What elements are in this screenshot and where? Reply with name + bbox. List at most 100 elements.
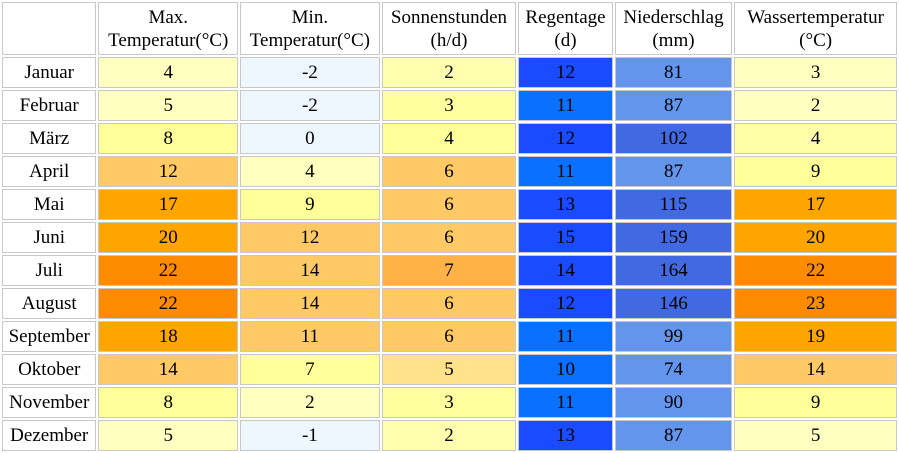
table-row: August 22 14 6 12 146 23 [2, 288, 897, 319]
rain-days-cell: 11 [518, 90, 613, 121]
min-temperature-cell: -2 [240, 57, 380, 88]
max-temperature-cell: 5 [98, 420, 239, 451]
max-temperature-cell: 4 [98, 57, 239, 88]
rain-days-cell: 13 [518, 420, 613, 451]
water-temperature-cell: 17 [734, 189, 897, 220]
water-temperature-cell: 22 [734, 255, 897, 286]
month-label: Juli [2, 255, 97, 286]
min-temperature-cell: 0 [240, 123, 380, 154]
table-row: Juni 20 12 6 15 159 20 [2, 222, 897, 253]
sunshine-hours-cell: 5 [381, 354, 517, 385]
sunshine-hours-cell: 2 [381, 57, 517, 88]
water-temperature-cell: 9 [734, 156, 897, 187]
table-header: Max. Temperatur(°C) Min. Temperatur(°C) … [2, 2, 897, 55]
min-temperature-cell: 12 [240, 222, 380, 253]
min-temperature-cell: 2 [240, 387, 380, 418]
table-row: Februar 5 -2 3 11 87 2 [2, 90, 897, 121]
max-temperature-cell: 18 [98, 321, 239, 352]
header-line-2: Temperatur(°C) [108, 29, 229, 51]
month-label: März [2, 123, 97, 154]
precipitation-cell: 159 [614, 222, 733, 253]
rain-days-cell: 11 [518, 387, 613, 418]
sunshine-hours-cell: 3 [381, 387, 517, 418]
water-temperature-cell: 3 [734, 57, 897, 88]
sunshine-hours-cell: 6 [381, 189, 517, 220]
header-precipitation: Niederschlag (mm) [614, 2, 733, 55]
table-row: Juli 22 14 7 14 164 22 [2, 255, 897, 286]
header-sunshine-hours: Sonnenstunden (h/d) [381, 2, 517, 55]
water-temperature-cell: 23 [734, 288, 897, 319]
header-rain-days: Regentage (d) [518, 2, 613, 55]
header-line-1: Max. [148, 6, 189, 28]
precipitation-cell: 87 [614, 156, 733, 187]
table-row: September 18 11 6 11 99 19 [2, 321, 897, 352]
min-temperature-cell: 4 [240, 156, 380, 187]
header-line-1: Regentage [525, 6, 606, 28]
sunshine-hours-cell: 6 [381, 222, 517, 253]
rain-days-cell: 12 [518, 288, 613, 319]
table-row: Januar 4 -2 2 12 81 3 [2, 57, 897, 88]
max-temperature-cell: 8 [98, 123, 239, 154]
rain-days-cell: 11 [518, 321, 613, 352]
min-temperature-cell: -2 [240, 90, 380, 121]
min-temperature-cell: 14 [240, 255, 380, 286]
table-row: Dezember 5 -1 2 13 87 5 [2, 420, 897, 451]
month-label: November [2, 387, 97, 418]
min-temperature-cell: 14 [240, 288, 380, 319]
month-label: Oktober [2, 354, 97, 385]
header-line-2: (d) [554, 29, 577, 51]
table-body: Januar 4 -2 2 12 81 3 Februar 5 -2 3 11 87 2 März 8 0 4 12… [2, 57, 897, 451]
sunshine-hours-cell: 6 [381, 156, 517, 187]
water-temperature-cell: 19 [734, 321, 897, 352]
water-temperature-cell: 14 [734, 354, 897, 385]
month-label: Dezember [2, 420, 97, 451]
precipitation-cell: 164 [614, 255, 733, 286]
max-temperature-cell: 20 [98, 222, 239, 253]
table-row: April 12 4 6 11 87 9 [2, 156, 897, 187]
max-temperature-cell: 8 [98, 387, 239, 418]
rain-days-cell: 14 [518, 255, 613, 286]
water-temperature-cell: 9 [734, 387, 897, 418]
month-label: Januar [2, 57, 97, 88]
rain-days-cell: 12 [518, 123, 613, 154]
month-label: September [2, 321, 97, 352]
header-max-temperature: Max. Temperatur(°C) [98, 2, 239, 55]
rain-days-cell: 10 [518, 354, 613, 385]
header-line-2: (°C) [799, 29, 833, 51]
max-temperature-cell: 22 [98, 288, 239, 319]
header-line-2: (h/d) [430, 29, 468, 51]
rain-days-cell: 13 [518, 189, 613, 220]
table-row: Mai 17 9 6 13 115 17 [2, 189, 897, 220]
header-line-2: (mm) [652, 29, 695, 51]
sunshine-hours-cell: 3 [381, 90, 517, 121]
header-water-temperature: Wassertemperatur (°C) [734, 2, 897, 55]
month-label: Juni [2, 222, 97, 253]
max-temperature-cell: 22 [98, 255, 239, 286]
header-line-1: Sonnenstunden [390, 6, 508, 28]
water-temperature-cell: 20 [734, 222, 897, 253]
precipitation-cell: 74 [614, 354, 733, 385]
precipitation-cell: 87 [614, 420, 733, 451]
header-line-1: Niederschlag [623, 6, 724, 28]
table-row: Oktober 14 7 5 10 74 14 [2, 354, 897, 385]
header-row: Max. Temperatur(°C) Min. Temperatur(°C) … [2, 2, 897, 55]
min-temperature-cell: 11 [240, 321, 380, 352]
sunshine-hours-cell: 2 [381, 420, 517, 451]
sunshine-hours-cell: 7 [381, 255, 517, 286]
rain-days-cell: 15 [518, 222, 613, 253]
sunshine-hours-cell: 6 [381, 321, 517, 352]
header-line-2: Temperatur(°C) [249, 29, 370, 51]
month-label: Februar [2, 90, 97, 121]
month-label: April [2, 156, 97, 187]
header-line-1: Min. [291, 6, 329, 28]
water-temperature-cell: 2 [734, 90, 897, 121]
header-line-1: Wassertemperatur [747, 6, 884, 28]
water-temperature-cell: 4 [734, 123, 897, 154]
precipitation-cell: 102 [614, 123, 733, 154]
rain-days-cell: 11 [518, 156, 613, 187]
precipitation-cell: 146 [614, 288, 733, 319]
header-corner-cell [2, 2, 97, 55]
max-temperature-cell: 12 [98, 156, 239, 187]
precipitation-cell: 99 [614, 321, 733, 352]
